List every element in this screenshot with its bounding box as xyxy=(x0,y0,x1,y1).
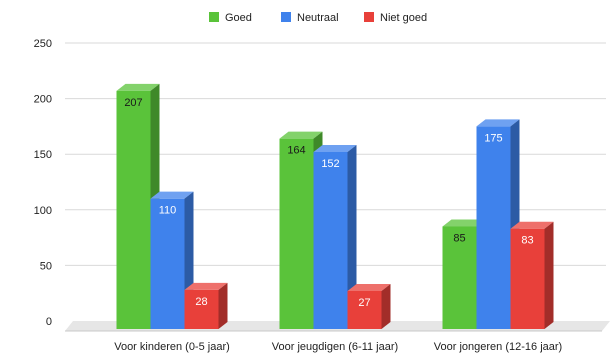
bar-side xyxy=(544,221,554,329)
bar-0-2: 28 xyxy=(184,282,228,329)
x-category-label: Voor kinderen (0-5 jaar) xyxy=(114,341,230,353)
y-tick-label: 100 xyxy=(34,205,52,217)
y-tick-label: 150 xyxy=(34,149,52,161)
bar-front xyxy=(313,151,348,329)
bar-top xyxy=(347,283,391,291)
y-tick-label: 200 xyxy=(34,94,52,106)
bar-side xyxy=(381,283,391,329)
y-tick-label: 50 xyxy=(40,260,52,272)
data-label: 28 xyxy=(195,296,207,308)
x-category-label: Voor jongeren (12-16 jaar) xyxy=(434,341,562,353)
data-label: 175 xyxy=(484,132,502,144)
bar-top xyxy=(279,131,323,139)
y-axis: 0 50 100 150 200 250 xyxy=(34,38,52,328)
bars: 207 110 28 164 152 27 85 175 83 xyxy=(116,83,554,330)
bar-front xyxy=(510,228,545,329)
bar-top xyxy=(313,144,357,152)
legend-swatch-2 xyxy=(364,12,374,22)
y-tick-label: 0 xyxy=(46,316,52,328)
bar-front xyxy=(116,90,151,329)
bar-top xyxy=(150,191,194,199)
x-category-label: Voor jeugdigen (6-11 jaar) xyxy=(272,341,398,353)
legend: Goed Neutraal Niet goed xyxy=(209,12,427,24)
bar-top xyxy=(184,282,228,290)
x-axis: Voor kinderen (0-5 jaar) Voor jeugdigen (… xyxy=(114,341,562,353)
legend-label-0: Goed xyxy=(225,12,252,24)
bar-front xyxy=(150,198,185,329)
bar-front xyxy=(476,126,511,330)
bar-front xyxy=(279,138,314,329)
bar-1-1: 152 xyxy=(313,144,357,329)
bar-top xyxy=(442,219,486,227)
data-label: 27 xyxy=(358,297,370,309)
bar-front xyxy=(347,290,382,329)
data-label: 110 xyxy=(159,205,177,217)
bar-top xyxy=(476,119,520,127)
bar-side xyxy=(347,144,357,329)
bar-front xyxy=(184,289,219,329)
data-label: 83 xyxy=(521,235,533,247)
data-label: 164 xyxy=(287,145,305,157)
data-label: 207 xyxy=(124,97,142,109)
legend-swatch-0 xyxy=(209,12,219,22)
bar-side xyxy=(218,282,228,329)
bar-top xyxy=(510,221,554,229)
bar-1-2: 27 xyxy=(347,283,391,329)
bar-2-2: 83 xyxy=(510,221,554,329)
legend-swatch-1 xyxy=(281,12,291,22)
data-label: 152 xyxy=(321,158,339,170)
bar-front xyxy=(442,226,477,329)
bar-top xyxy=(116,83,160,91)
legend-label-2: Niet goed xyxy=(380,12,427,24)
y-tick-label: 250 xyxy=(34,38,52,50)
data-label: 85 xyxy=(453,232,465,244)
legend-label-1: Neutraal xyxy=(297,12,339,24)
